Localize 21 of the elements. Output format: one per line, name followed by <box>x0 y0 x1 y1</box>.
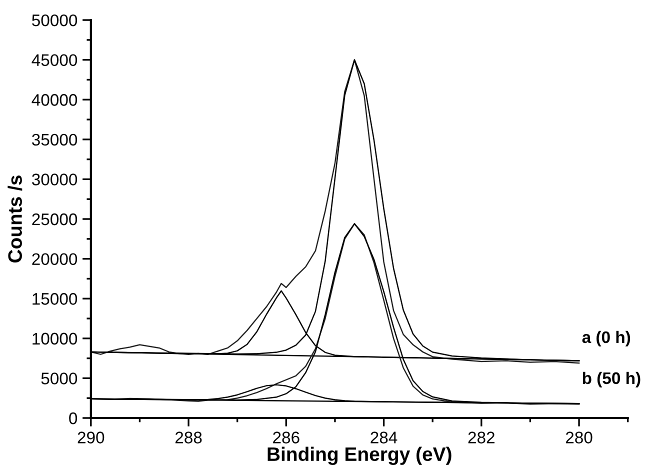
y-tick-label: 0 <box>69 412 78 424</box>
y-axis-title: Counts /s <box>8 176 22 263</box>
x-axis-title: Binding Energy (eV) <box>268 446 452 465</box>
x-tick-label: 284 <box>370 432 398 444</box>
x-tick-label: 286 <box>273 432 300 444</box>
x-tick-label: 282 <box>468 432 494 444</box>
y-tick-label: 30000 <box>32 174 78 186</box>
x-tick-label: 290 <box>78 432 104 444</box>
y-tick-label: 45000 <box>32 54 78 66</box>
y-tick-label: 25000 <box>32 213 78 226</box>
y-tick-label: 15000 <box>32 293 78 305</box>
y-tick-label: 20000 <box>32 253 78 266</box>
series-label: b (50 h) <box>582 372 640 388</box>
y-tick-label: 5000 <box>41 372 78 384</box>
y-tick-label: 10000 <box>32 332 78 345</box>
y-tick-label: 50000 <box>32 14 78 26</box>
y-tick-label: 40000 <box>32 94 78 106</box>
series-label: a (0 h) <box>582 330 630 346</box>
x-tick-label: 280 <box>566 432 592 444</box>
x-tick-label: 288 <box>175 432 202 444</box>
y-tick-label: 35000 <box>32 134 78 146</box>
